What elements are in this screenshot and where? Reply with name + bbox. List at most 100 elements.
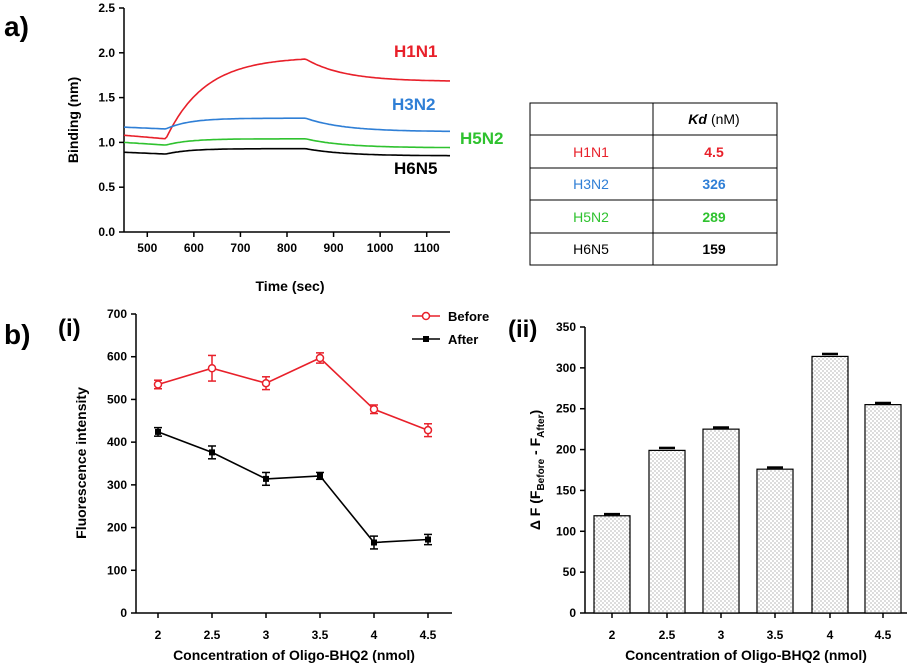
- data-point-before: [261, 378, 271, 388]
- table-name-h1n1: H1N1: [573, 144, 609, 160]
- table-name-h5n2: H5N2: [573, 209, 609, 225]
- data-point-before: [423, 425, 433, 435]
- x-tick-label: 4.5: [875, 628, 892, 642]
- y-tick-label: 700: [107, 307, 127, 321]
- data-point-before: [369, 405, 379, 414]
- data-point-before: [315, 353, 325, 363]
- bar-4.5: [864, 404, 902, 614]
- y-tick-label: 200: [556, 443, 576, 457]
- bar-2: [593, 515, 631, 614]
- x-tick-label: 800: [277, 241, 297, 255]
- y-tick-label: 2.0: [98, 46, 115, 60]
- legend-before-label: Before: [448, 309, 489, 324]
- table-name-h3n2: H3N2: [573, 176, 609, 192]
- x-tick-label: 1000: [367, 241, 394, 255]
- data-point-after: [425, 536, 431, 543]
- bar-3.5: [756, 468, 794, 614]
- table-name-h6n5: H6N5: [573, 241, 609, 257]
- y-tick-label: 50: [563, 565, 577, 579]
- x-tick-label: 3.5: [767, 628, 784, 642]
- data-point-after: [317, 472, 323, 479]
- series-label-h5n2: H5N2: [460, 129, 503, 148]
- x-tick-label: 4: [371, 628, 378, 642]
- x-tick-label: 500: [137, 241, 157, 255]
- x-tick-label: 3.5: [312, 628, 329, 642]
- binding-curve-h3n2: [124, 117, 450, 133]
- table-value-h6n5: 159: [702, 241, 726, 257]
- delta-f-y-axis-label: Δ F (FBefore - FAfter): [527, 410, 547, 530]
- x-tick-label: 2: [609, 628, 616, 642]
- y-tick-label: 250: [556, 402, 576, 416]
- x-tick-label: 900: [324, 241, 344, 255]
- x-tick-label: 600: [184, 241, 204, 255]
- bar-2.5: [648, 449, 686, 614]
- legend-before-marker: [421, 311, 431, 321]
- delta-f-y-label-mid: - F: [527, 437, 543, 458]
- y-tick-label: 0.5: [98, 180, 115, 194]
- sub-i-label: (i): [58, 315, 81, 342]
- y-tick-label: 600: [107, 350, 127, 364]
- fluorescence-x-axis-label: Concentration of Oligo-BHQ2 (nmol): [173, 647, 415, 663]
- binding-curve-h1n1: [123, 58, 450, 140]
- panel-a-label: a): [4, 11, 29, 42]
- y-tick-label: 0: [120, 606, 127, 620]
- series-label-h1n1: H1N1: [394, 42, 437, 61]
- kd-table: Kd (nM) H1N1 4.5 H3N2 326 H5N2 289 H6N5 1…: [529, 102, 778, 266]
- data-point-after: [371, 539, 377, 546]
- data-point-after: [209, 449, 215, 456]
- y-tick-label: 100: [107, 563, 127, 577]
- x-tick-label: 3: [263, 628, 270, 642]
- y-tick-label: 200: [107, 521, 127, 535]
- delta-f-y-label-sub-after: After: [536, 414, 547, 437]
- y-tick-label: 1.0: [98, 135, 115, 149]
- legend-after-marker: [423, 336, 429, 342]
- series-label-h3n2: H3N2: [392, 95, 435, 114]
- table-header: Kd (nM): [688, 111, 739, 127]
- table-header-unit: (nM): [711, 111, 740, 127]
- delta-f-chart: 0 50 100 150 200 250 300 350 2 2.5 3 3.5 4 4.5 Concen…: [527, 320, 907, 663]
- y-tick-label: 150: [556, 483, 576, 497]
- binding-chart: 0.0 0.5 1.0 1.5 2.0 2.5 500 600 700 800 900 1000 110…: [65, 1, 503, 294]
- table-value-h3n2: 326: [702, 176, 726, 192]
- panel-b-label: b): [4, 319, 30, 350]
- table-value-h5n2: 289: [702, 209, 726, 225]
- data-point-before: [153, 380, 163, 389]
- legend: Before After: [412, 309, 489, 347]
- delta-f-x-axis-label: Concentration of Oligo-BHQ2 (nmol): [625, 647, 867, 663]
- binding-y-axis-label: Binding (nm): [65, 77, 81, 163]
- y-tick-label: 0.0: [98, 225, 115, 239]
- y-tick-label: 2.5: [98, 1, 115, 15]
- bar-3: [702, 428, 740, 614]
- x-tick-label: 4.5: [420, 628, 437, 642]
- table-header-kd: Kd: [688, 111, 707, 127]
- x-tick-label: 1100: [414, 241, 440, 255]
- y-tick-label: 100: [556, 524, 576, 538]
- delta-f-y-label-sub-before: Before: [536, 458, 547, 490]
- bar-4: [811, 355, 849, 614]
- y-tick-label: 300: [107, 478, 127, 492]
- data-point-after: [263, 475, 269, 482]
- legend-after-label: After: [448, 332, 478, 347]
- y-tick-label: 300: [556, 361, 576, 375]
- fluorescence-chart: 0 100 200 300 400 500 600 700 2 2.5 3 3.5 4 4.5 Conce…: [73, 307, 489, 663]
- data-point-after: [155, 428, 161, 435]
- sub-ii-label: (ii): [508, 316, 537, 343]
- x-tick-label: 2: [155, 628, 162, 642]
- series-line-after: [157, 431, 429, 544]
- x-tick-label: 2.5: [204, 628, 221, 642]
- series-label-h6n5: H6N5: [394, 159, 437, 178]
- table-value-h1n1: 4.5: [704, 144, 724, 160]
- y-tick-label: 1.5: [98, 91, 115, 105]
- x-tick-label: 3: [718, 628, 725, 642]
- y-tick-label: 500: [107, 392, 127, 406]
- delta-f-y-label-prefix: Δ F (F: [527, 490, 543, 530]
- y-tick-label: 400: [107, 435, 127, 449]
- x-tick-label: 2.5: [659, 628, 676, 642]
- x-tick-label: 4: [827, 628, 834, 642]
- delta-f-y-label-suffix: ): [527, 410, 543, 415]
- binding-curve-h6n5: [124, 147, 450, 157]
- binding-x-axis-label: Time (sec): [256, 278, 325, 294]
- binding-curve-h5n2: [123, 138, 451, 149]
- data-point-before: [207, 363, 217, 373]
